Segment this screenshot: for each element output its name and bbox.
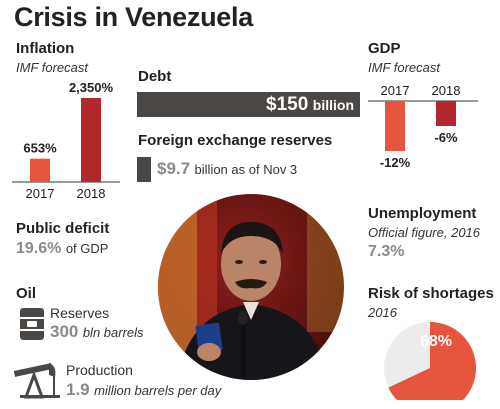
gdp-value-2018: -6% — [434, 130, 458, 145]
page-title: Crisis in Venezuela — [14, 2, 253, 32]
inflation-value-2018: 2,350% — [69, 80, 114, 95]
inflation-bar-2017 — [30, 158, 50, 182]
inflation-bar-2018 — [81, 98, 101, 182]
fx-reserves-bar — [137, 157, 152, 182]
debt-unit: billion — [312, 97, 354, 113]
inflation-subheading: IMF forecast — [16, 60, 89, 75]
shortages-heading: Risk of shortages — [368, 285, 494, 302]
oil-pump-icon — [13, 363, 60, 399]
fx-reserves-heading: Foreign exchange reserves — [138, 132, 333, 149]
gdp-year-2018: 2018 — [432, 83, 461, 98]
gdp-value-2017: -12% — [380, 155, 411, 170]
debt-bar: $150 billion — [137, 92, 360, 117]
debt-heading: Debt — [138, 68, 172, 85]
deficit-figure: 19.6% of GDP — [16, 240, 108, 258]
deficit-value: 19.6% — [16, 240, 62, 257]
shortages-pie: 68% — [384, 322, 476, 400]
shortages-subheading: 2016 — [368, 305, 397, 320]
portrait-photo — [158, 194, 344, 380]
inflation-year-2018: 2018 — [77, 186, 106, 201]
inflation-chart: 653% 2,350% 2017 2018 — [12, 80, 120, 201]
shortages-slice-rest — [384, 322, 430, 388]
oil-production-figure: 1.9 million barrels per day — [66, 380, 221, 400]
gdp-bar-2017 — [385, 101, 405, 151]
inflation-year-2017: 2017 — [26, 186, 55, 201]
gdp-subheading: IMF forecast — [368, 60, 441, 75]
fx-reserves-value: $9.7 — [157, 159, 191, 178]
oil-production-label: Production — [66, 362, 133, 378]
fx-reserves-unit: billion as of Nov 3 — [194, 162, 298, 177]
oil-heading: Oil — [16, 285, 37, 302]
shortages-slice-main — [388, 322, 476, 400]
gdp-year-2017: 2017 — [381, 83, 410, 98]
deficit-heading: Public deficit — [16, 220, 110, 237]
oil-reserves-value: 300 — [50, 322, 79, 341]
deficit-unit: of GDP — [65, 241, 109, 256]
inflation-value-2017: 653% — [23, 141, 57, 156]
unemployment-value: 7.3% — [368, 243, 405, 260]
gdp-bar-2018 — [436, 101, 456, 126]
oil-production-unit: million barrels per day — [94, 383, 222, 398]
unemployment-subheading: Official figure, 2016 — [368, 225, 481, 240]
oil-reserves-label: Reserves — [50, 305, 110, 321]
gdp-chart: 2017 2018 -12% -6% — [368, 83, 478, 170]
inflation-heading: Inflation — [16, 40, 75, 57]
oil-production-value: 1.9 — [66, 380, 90, 399]
unemployment-heading: Unemployment — [368, 205, 477, 222]
oil-reserves-figure: 300 bln barrels — [50, 322, 144, 342]
oil-barrel-icon — [20, 308, 44, 340]
debt-value: $150 — [266, 94, 309, 115]
oil-reserves-unit: bln barrels — [82, 325, 144, 340]
fx-reserves-text: $9.7 billion as of Nov 3 — [157, 159, 297, 179]
gdp-heading: GDP — [368, 40, 401, 57]
shortages-value: 68% — [420, 333, 452, 350]
